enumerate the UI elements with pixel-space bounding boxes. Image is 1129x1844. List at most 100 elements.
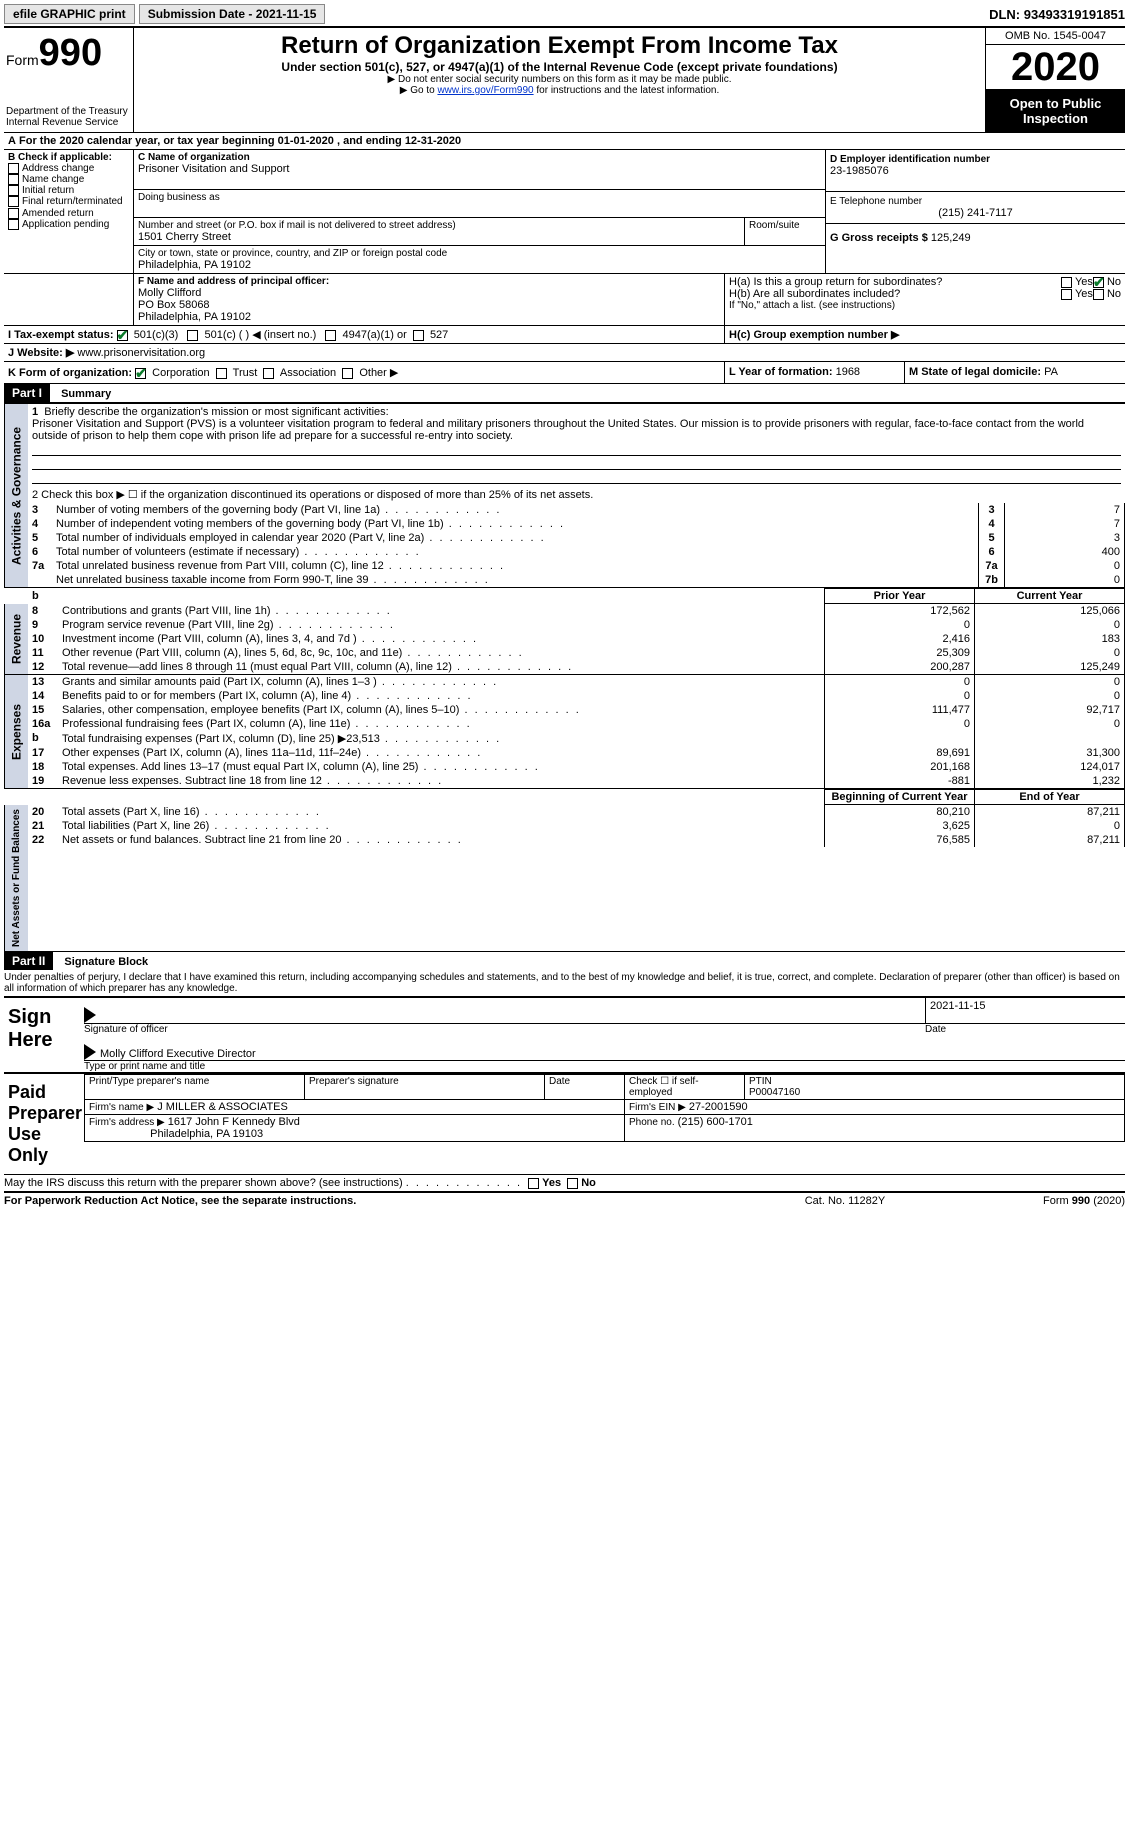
paid-preparer-row: Paid Preparer Use Only Print/Type prepar… [4, 1072, 1125, 1174]
ein-value: 23-1985076 [830, 165, 1121, 177]
gross-receipts-label: G Gross receipts $ [830, 232, 928, 244]
section-i: I Tax-exempt status: 501(c)(3) 501(c) ( … [4, 326, 1125, 344]
table-row: 6Total number of volunteers (estimate if… [28, 545, 1125, 559]
year-formation-label: L Year of formation: [729, 366, 833, 378]
officer-addr2: Philadelphia, PA 19102 [138, 311, 720, 323]
firm-name-value: J MILLER & ASSOCIATES [157, 1101, 288, 1113]
hdr-prior-year: Prior Year [825, 589, 975, 604]
hdr-end-year: End of Year [975, 790, 1125, 805]
box-b-title: B Check if applicable: [8, 152, 112, 163]
checkbox-association[interactable] [263, 368, 274, 379]
firm-name-label: Firm's name ▶ [89, 1102, 154, 1113]
hc-label: H(c) Group exemption number ▶ [729, 329, 899, 341]
label-trust: Trust [233, 367, 258, 379]
box-c-label: C Name of organization [138, 152, 821, 163]
discuss-yes: Yes [542, 1177, 561, 1189]
officer-printed-name: Molly Clifford Executive Director [100, 1048, 256, 1060]
sign-here-row: Sign Here 2021-11-15 Signature of office… [4, 996, 1125, 1072]
checkbox-application-pending[interactable] [8, 219, 19, 230]
form-label: Form [6, 52, 39, 68]
checkbox-discuss-no[interactable] [567, 1178, 578, 1189]
submission-button[interactable]: Submission Date - 2021-11-15 [139, 4, 326, 24]
omb-number: OMB No. 1545-0047 [986, 28, 1125, 45]
governance-table: 3Number of voting members of the governi… [28, 503, 1125, 587]
net-assets-table: 20Total assets (Part X, line 16)80,21087… [28, 805, 1125, 847]
firm-ein-label: Firm's EIN ▶ [629, 1102, 686, 1113]
sign-here-label: Sign Here [4, 998, 84, 1072]
form-subtitle: Under section 501(c), 527, or 4947(a)(1)… [142, 60, 977, 74]
checkbox-name-change[interactable] [8, 174, 19, 185]
phone-value: (215) 241-7117 [830, 207, 1121, 219]
checkbox-hb-yes[interactable] [1061, 289, 1072, 300]
firm-addr-label: Firm's address ▶ [89, 1117, 165, 1128]
arrow-icon [84, 1007, 96, 1023]
declaration-text: Under penalties of perjury, I declare th… [4, 970, 1125, 996]
gross-receipts-value: 125,249 [931, 232, 971, 244]
label-name-change: Name change [22, 174, 84, 185]
checkbox-final-return[interactable] [8, 196, 19, 207]
checkbox-4947[interactable] [325, 330, 336, 341]
website-value: www.prisonervisitation.org [77, 347, 205, 359]
checkbox-501c3[interactable] [117, 330, 128, 341]
efile-button[interactable]: efile GRAPHIC print [4, 4, 135, 24]
checkbox-corporation[interactable] [135, 368, 146, 379]
tax-year: 2020 [986, 45, 1125, 90]
checkbox-discuss-yes[interactable] [528, 1178, 539, 1189]
pp-self-employed: Check ☐ if self-employed [625, 1075, 745, 1100]
checkbox-ha-yes[interactable] [1061, 277, 1072, 288]
website-label: J Website: ▶ [8, 347, 74, 359]
hdr-b: b [32, 590, 39, 602]
table-row: 5Total number of individuals employed in… [28, 531, 1125, 545]
cat-no: Cat. No. 11282Y [745, 1195, 945, 1207]
form990-link[interactable]: www.irs.gov/Form990 [437, 85, 533, 96]
hdr-begin-year: Beginning of Current Year [825, 790, 975, 805]
dln: DLN: 93493319191851 [989, 7, 1125, 22]
label-4947: 4947(a)(1) or [343, 329, 407, 341]
checkbox-ha-no[interactable] [1093, 277, 1104, 288]
revenue-table: 8Contributions and grants (Part VIII, li… [28, 604, 1125, 674]
label-amended-return: Amended return [22, 208, 94, 219]
table-row: 22Net assets or fund balances. Subtract … [28, 833, 1125, 847]
revenue-header-row: b Prior Year Current Year [4, 587, 1125, 604]
ruled-line-2 [32, 456, 1121, 470]
table-row: 4Number of independent voting members of… [28, 517, 1125, 531]
signature-officer-label: Signature of officer [84, 1024, 925, 1035]
part-ii-tag: Part II [4, 952, 53, 970]
checkbox-527[interactable] [413, 330, 424, 341]
part-i-tag: Part I [4, 384, 50, 402]
tab-activities-governance: Activities & Governance [4, 404, 28, 587]
arrow-icon-2 [84, 1044, 96, 1060]
checkbox-initial-return[interactable] [8, 185, 19, 196]
label-association: Association [280, 367, 336, 379]
checkbox-other[interactable] [342, 368, 353, 379]
paid-preparer-label: Paid Preparer Use Only [4, 1074, 84, 1174]
line1-text: Briefly describe the organization's miss… [44, 406, 388, 418]
hdr-current-year: Current Year [975, 589, 1125, 604]
table-row: 14Benefits paid to or for members (Part … [28, 689, 1125, 703]
checkbox-amended-return[interactable] [8, 208, 19, 219]
net-assets-header-row: Beginning of Current Year End of Year [4, 788, 1125, 805]
ruled-line-3 [32, 470, 1121, 484]
ein-label: D Employer identification number [830, 154, 1121, 165]
goto-suffix: for instructions and the latest informat… [534, 85, 720, 96]
street-label: Number and street (or P.O. box if mail i… [138, 220, 740, 231]
label-address-change: Address change [22, 163, 94, 174]
officer-sub-label: Type or print name and title [84, 1061, 1125, 1072]
signature-date-value: 2021-11-15 [930, 1000, 1121, 1012]
checkbox-501c[interactable] [187, 330, 198, 341]
ha-no: No [1107, 276, 1121, 288]
open-to-public: Open to Public Inspection [986, 90, 1125, 132]
checkbox-hb-no[interactable] [1093, 289, 1104, 300]
tab-revenue: Revenue [4, 604, 28, 674]
label-527: 527 [430, 329, 448, 341]
label-initial-return: Initial return [22, 185, 74, 196]
year-formation-value: 1968 [836, 366, 860, 378]
checkbox-address-change[interactable] [8, 163, 19, 174]
officer-name: Molly Clifford [138, 287, 720, 299]
dept-treasury: Department of the Treasury [6, 106, 131, 117]
ha-label: H(a) Is this a group return for subordin… [729, 276, 1061, 288]
line1-num: 1 [32, 406, 38, 418]
checkbox-trust[interactable] [216, 368, 227, 379]
table-row: 16aProfessional fundraising fees (Part I… [28, 717, 1125, 731]
box-c: C Name of organization Prisoner Visitati… [134, 150, 825, 273]
